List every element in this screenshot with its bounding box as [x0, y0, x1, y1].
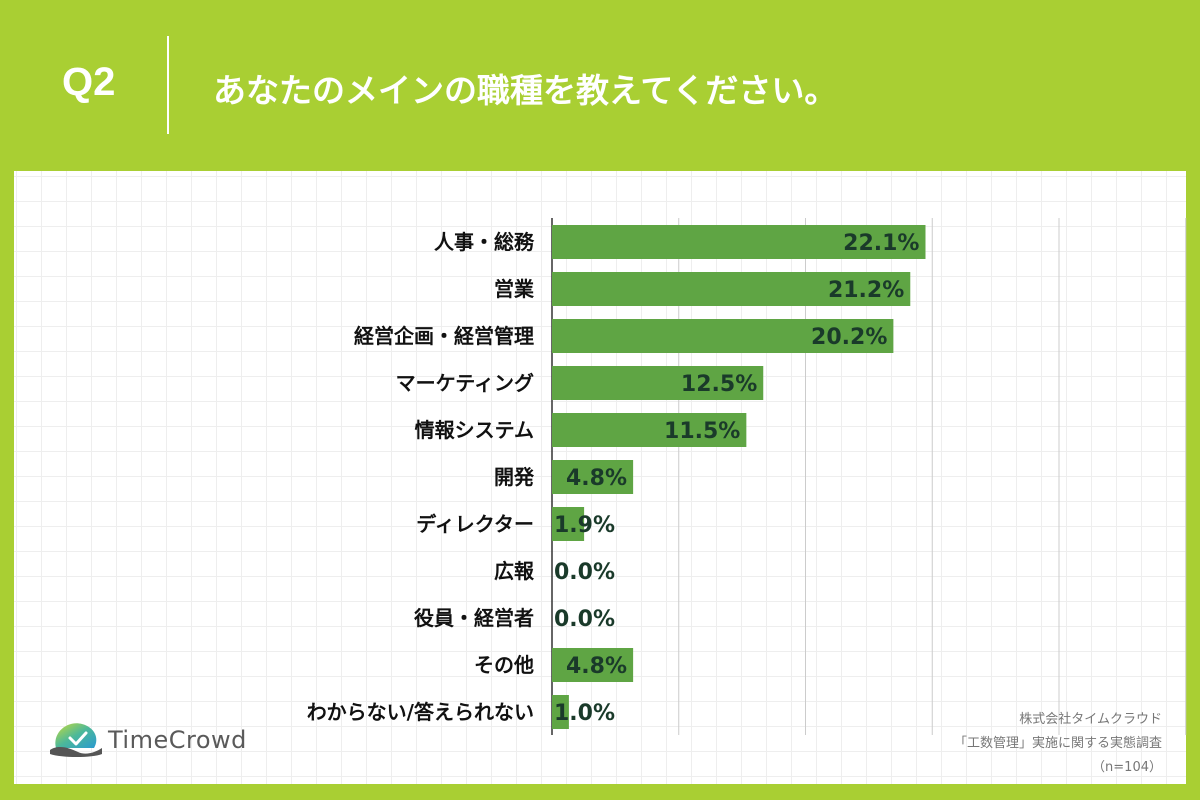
category-label: 人事・総務 [434, 230, 535, 254]
header: Q2 あなたのメインの職種を教えてください。 [0, 0, 1200, 170]
bar [552, 695, 569, 729]
category-label: ディレクター [416, 512, 534, 536]
source-note: 株式会社タイムクラウド 「工数管理」実施に関する実態調査 （n=104） [954, 708, 1162, 780]
value-labels: 22.1% 21.2% 20.2% 12.5% 11.5% 4.8% 1.9% 0.0% 0.0… [554, 231, 919, 726]
source-survey: 「工数管理」実施に関する実態調査 [953, 736, 1162, 751]
bar [552, 413, 747, 447]
timecrowd-logo-icon [50, 723, 102, 757]
logo-wordmark: TimeCrowd [108, 726, 247, 754]
category-labels: 人事・総務営業経営企画・経営管理マーケティング情報システム開発ディレクター広報役… [307, 230, 535, 724]
question-title: あなたのメインの職種を教えてください。 [213, 71, 838, 110]
bars [552, 225, 926, 729]
source-sample: （n=104） [1092, 760, 1162, 775]
value-label: 4.8% [566, 654, 627, 679]
value-label: 22.1% [843, 231, 919, 256]
source-company: 株式会社タイムクラウド [1019, 712, 1162, 727]
category-label: 役員・経営者 [414, 606, 534, 630]
value-label: 20.2% [811, 325, 887, 350]
value-label: 1.0% [554, 701, 615, 726]
bar [552, 272, 911, 306]
value-label: 4.8% [566, 466, 627, 491]
header-divider [167, 36, 169, 134]
category-label: 営業 [494, 277, 535, 301]
category-label: その他 [474, 653, 534, 677]
bar [552, 319, 894, 353]
category-label: 開発 [494, 465, 535, 489]
value-label: 0.0% [554, 560, 615, 585]
value-label: 21.2% [828, 278, 904, 303]
bar [552, 460, 634, 494]
category-label: わからない/答えられない [307, 700, 534, 724]
question-number: Q2 [62, 60, 116, 104]
bar [552, 225, 926, 259]
value-label: 0.0% [554, 607, 615, 632]
category-label: 情報システム [415, 418, 534, 442]
bar [552, 366, 764, 400]
value-label: 12.5% [681, 372, 757, 397]
bar [552, 648, 634, 682]
category-label: 経営企画・経営管理 [354, 324, 534, 348]
value-label: 11.5% [664, 419, 740, 444]
category-label: マーケティング [396, 371, 534, 395]
category-label: 広報 [494, 559, 535, 583]
value-label: 1.9% [554, 513, 615, 538]
bar [552, 507, 585, 541]
